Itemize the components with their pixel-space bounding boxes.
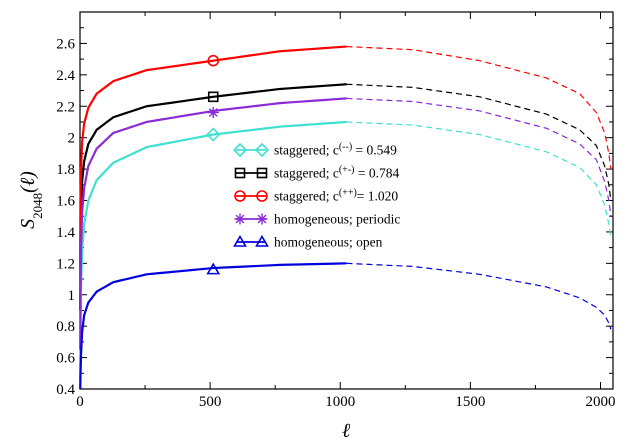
legend-marker [233, 234, 247, 247]
series-layer [79, 45, 612, 390]
series-line [79, 262, 347, 390]
series-0 [79, 120, 612, 382]
legend-label: staggered; c(+-) = 0.784 [274, 164, 399, 181]
legend-marker [256, 167, 268, 179]
y-title-arg: (ℓ) [17, 171, 39, 193]
y-tick-label: 0.6 [56, 351, 75, 367]
series-line [79, 45, 347, 248]
series-2 [79, 45, 612, 248]
series-marker [207, 107, 219, 119]
legend-marker [254, 142, 270, 158]
y-tick-label: 0.4 [56, 382, 75, 398]
x-tick-label: 1500 [455, 394, 485, 410]
y-tick-label: 1.8 [56, 162, 75, 178]
series-extrapolation-line [346, 45, 612, 170]
legend-entry: homogeneous; open [233, 234, 383, 250]
series-extrapolation-line [346, 262, 612, 330]
legend-entry: staggered; c(++)= 1.020 [234, 187, 398, 204]
y-tick-label: 1.4 [56, 225, 75, 241]
legend-marker [232, 142, 248, 158]
legend-label: staggered; c(++)= 1.020 [274, 187, 398, 204]
y-tick-label: 1.6 [56, 194, 75, 210]
series-line [79, 120, 347, 382]
y-axis-ticks: 0.4 0.6 0.8 1 1.2 1.4 1.6 1.8 2 2.2 2.4 2.6 [56, 27, 613, 398]
legend-entry: staggered; c(+-) = 0.784 [234, 164, 399, 181]
series-4 [79, 262, 612, 390]
legend-label: homogeneous; periodic [274, 212, 400, 227]
legend-marker [234, 190, 246, 202]
y-tick-label: 2.4 [56, 68, 75, 84]
y-tick-label: 0.8 [56, 319, 75, 335]
series-marker [207, 91, 219, 103]
series-line [79, 97, 347, 350]
y-tick-label: 1.2 [56, 256, 75, 272]
x-tick-label: 500 [199, 394, 222, 410]
legend-entry: staggered; c(--) = 0.549 [232, 141, 397, 158]
x-tick-label: 2000 [586, 394, 616, 410]
legend-marker [234, 167, 246, 179]
x-tick-label: 1000 [325, 394, 355, 410]
legend-entry: homogeneous; periodic [234, 212, 400, 227]
legend-marker [256, 190, 268, 202]
y-axis-title: S2048(ℓ) [17, 171, 45, 229]
series-marker [207, 54, 220, 67]
y-tick-label: 2.6 [56, 36, 75, 52]
y-title-base: S [17, 219, 39, 229]
legend-label: staggered; c(--) = 0.549 [274, 141, 397, 158]
x-axis-ticks: 0 500 1000 1500 2000 [76, 12, 616, 410]
series-marker [206, 127, 221, 142]
legend-label: homogeneous; open [274, 235, 383, 250]
legend-marker [234, 213, 246, 225]
legend-marker [255, 234, 269, 247]
x-tick-label: 0 [76, 394, 84, 410]
y-title-subscript: 2048 [30, 193, 45, 219]
legend: staggered; c(--) = 0.549 staggered; c(+-)… [232, 141, 400, 250]
y-tick-label: 2.2 [56, 99, 75, 115]
x-axis-title: ℓ [342, 420, 351, 442]
series-3 [79, 97, 612, 350]
y-tick-label: 2 [68, 131, 76, 147]
y-tick-label: 1 [68, 288, 76, 304]
series-marker [206, 262, 221, 275]
legend-marker [256, 213, 268, 225]
